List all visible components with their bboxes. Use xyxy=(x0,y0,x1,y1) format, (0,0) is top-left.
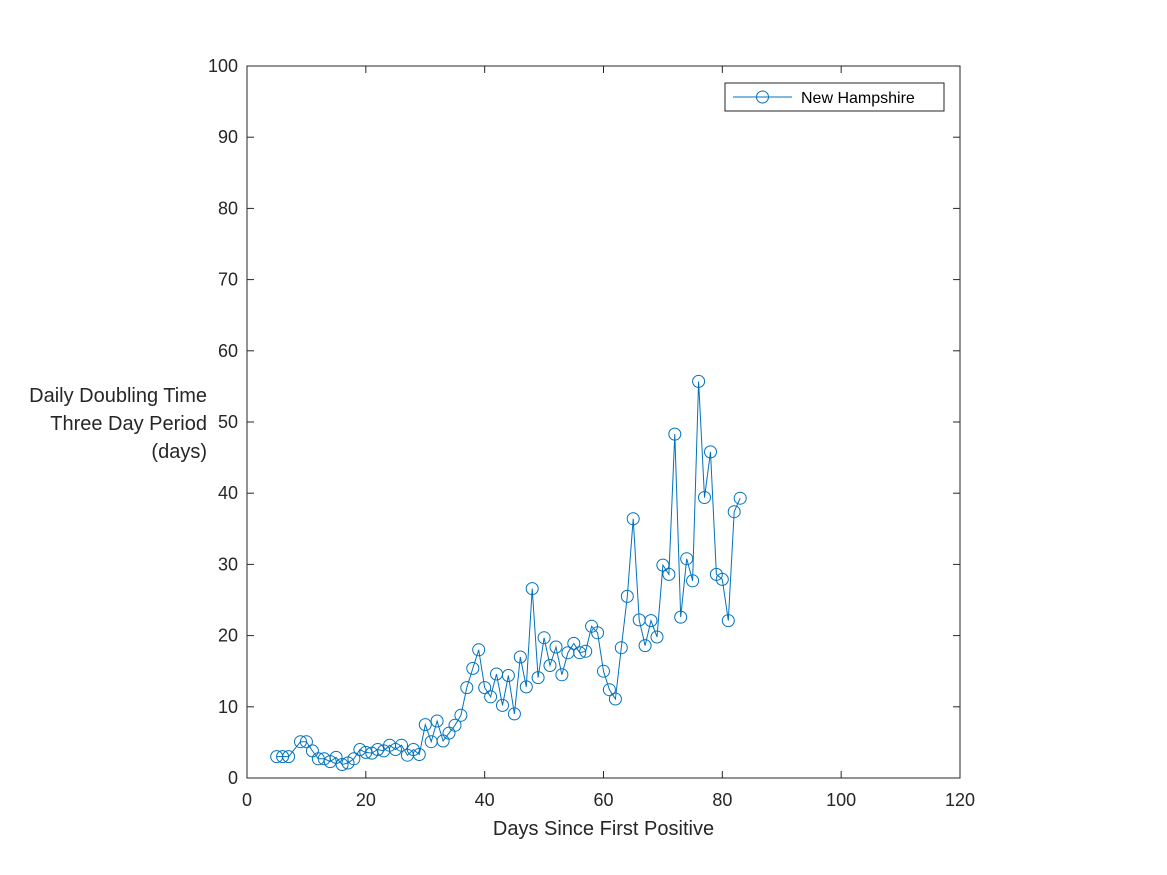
data-point xyxy=(692,374,706,388)
plot-area xyxy=(247,66,960,778)
y-axis-label-line-3: (days) xyxy=(151,441,207,463)
data-point xyxy=(567,636,581,650)
data-point xyxy=(549,640,563,654)
x-tick-label: 100 xyxy=(826,790,856,810)
y-tick-label: 20 xyxy=(218,626,238,646)
x-tick-label: 60 xyxy=(593,790,613,810)
data-point xyxy=(395,738,408,752)
data-point xyxy=(347,752,361,766)
x-tick-label: 40 xyxy=(475,790,495,810)
data-point xyxy=(496,698,509,712)
data-point xyxy=(311,752,325,766)
data-point xyxy=(579,644,593,658)
data-point xyxy=(608,692,622,706)
data-point xyxy=(371,743,385,756)
data-point xyxy=(294,735,307,749)
data-point xyxy=(626,512,640,526)
data-point xyxy=(555,668,569,682)
data-point xyxy=(299,735,313,749)
data-point xyxy=(353,743,367,756)
data-point xyxy=(573,646,587,660)
axes-layer: 0 20 40 60 80 100 120 0 10 20 30 40 50 60 70 80 90 100 xyxy=(208,56,975,810)
data-point xyxy=(674,610,688,624)
data-point xyxy=(484,690,498,704)
series-line xyxy=(276,381,741,766)
data-point xyxy=(597,664,610,678)
data-point xyxy=(507,707,521,721)
data-point xyxy=(680,552,694,566)
y-tick-label: 30 xyxy=(218,554,238,574)
data-point xyxy=(531,671,545,685)
legend-label: New Hampshire xyxy=(801,90,915,107)
data-point xyxy=(359,745,373,759)
data-point xyxy=(591,626,605,640)
y-tick-label: 40 xyxy=(218,483,238,503)
series-layer xyxy=(270,374,747,771)
data-point xyxy=(335,758,349,771)
data-point xyxy=(614,641,628,655)
data-point xyxy=(466,661,480,675)
x-axis-label: Days Since First Positive xyxy=(493,818,714,840)
legend: New Hampshire xyxy=(724,82,945,112)
data-point xyxy=(513,650,527,664)
x-tick-label: 120 xyxy=(945,790,975,810)
data-point xyxy=(454,708,468,722)
data-point xyxy=(418,718,432,732)
data-point xyxy=(650,630,664,644)
data-point xyxy=(704,445,717,459)
y-tick-label: 50 xyxy=(218,412,238,432)
data-point xyxy=(727,505,741,519)
data-point xyxy=(638,639,652,653)
y-tick-label: 70 xyxy=(218,270,238,290)
data-point xyxy=(276,750,290,764)
y-tick-label: 100 xyxy=(208,56,238,76)
data-point xyxy=(668,427,682,441)
legend-marker-sample xyxy=(756,90,769,104)
x-tick-label: 0 xyxy=(242,790,252,810)
data-point xyxy=(537,631,551,645)
data-point xyxy=(472,643,486,657)
data-point xyxy=(460,681,474,695)
data-point xyxy=(501,669,515,682)
y-tick-label: 0 xyxy=(228,768,238,788)
data-point xyxy=(543,659,557,672)
data-point xyxy=(662,567,676,581)
data-point xyxy=(478,681,492,695)
x-tick-label: 20 xyxy=(356,790,376,810)
data-point xyxy=(525,582,539,596)
data-point xyxy=(519,680,533,694)
data-point xyxy=(733,491,747,505)
x-tick-label: 80 xyxy=(712,790,732,810)
y-tick-label: 60 xyxy=(218,341,238,361)
y-axis-label-line-1: Daily Doubling Time xyxy=(29,385,207,407)
data-point xyxy=(686,574,700,588)
data-point xyxy=(656,558,670,572)
y-tick-label: 90 xyxy=(218,127,238,147)
data-point xyxy=(448,718,462,732)
y-axis-label-line-2: Three Day Period xyxy=(50,413,207,435)
data-point xyxy=(282,750,296,764)
data-point xyxy=(602,683,616,697)
data-point xyxy=(412,748,426,761)
y-tick-label: 80 xyxy=(218,198,238,218)
data-point xyxy=(620,589,634,603)
data-point xyxy=(698,491,711,504)
data-point xyxy=(430,714,444,728)
data-point xyxy=(644,614,658,628)
y-tick-label: 10 xyxy=(218,697,238,717)
data-point xyxy=(721,614,735,628)
data-point xyxy=(715,572,729,586)
